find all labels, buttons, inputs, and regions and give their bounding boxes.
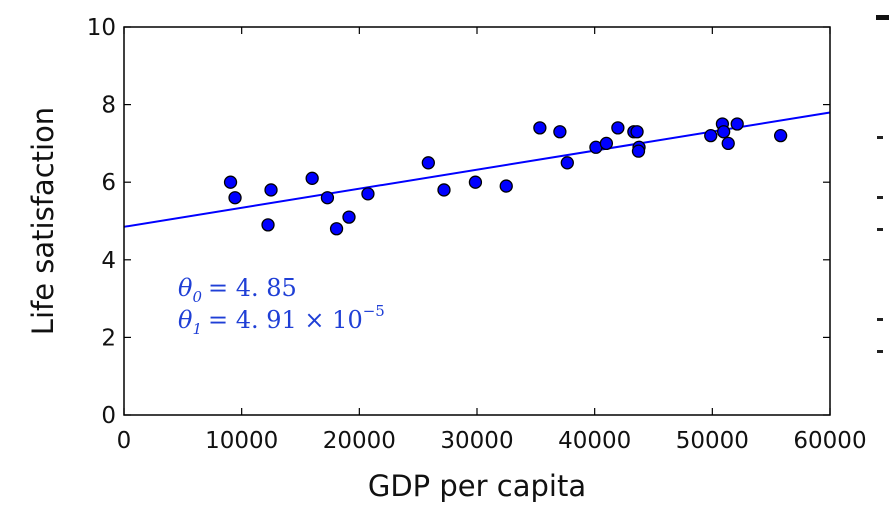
x-tick-label: 30000 [440,428,513,454]
plot-frame [123,26,831,416]
plot-area [124,27,830,415]
theta0-annotation: θ0 = 4. 85 [178,274,297,306]
data-point [721,136,735,151]
data-point [437,183,451,197]
data-point [533,121,547,135]
y-tick-label: 0 [101,403,116,429]
data-point [421,156,435,170]
clipped-panel-tick-1 [877,136,883,139]
data-point [717,125,731,139]
data-point [305,171,319,185]
x-tick-label: 0 [117,428,132,454]
data-point [630,125,644,139]
data-point [264,183,278,197]
x-tick-label: 50000 [676,428,749,454]
clipped-panel-tick-2 [877,196,883,199]
y-tick-label: 2 [101,325,116,351]
y-axis-label: Life satisfaction [26,107,60,335]
y-tick-label: 4 [101,248,116,274]
y-tick-label: 6 [101,170,116,196]
data-point [228,191,242,205]
data-point [499,179,513,193]
data-point [631,144,646,158]
y-tick-label: 10 [87,15,116,41]
clipped-panel-tick-3 [877,228,883,231]
x-tick-label: 10000 [205,428,278,454]
points-layer [223,117,788,236]
theta1-annotation: θ1 = 4. 91 × 10−5 [178,302,385,338]
theta0-symbol: θ [178,274,193,302]
clipped-neighbor-panel [876,15,889,353]
theta0-value: = 4. 85 [208,274,297,302]
x-tick-label: 40000 [558,428,631,454]
data-point [611,121,625,135]
theta1-subscript: 1 [192,320,202,338]
theta1-exponent: −5 [363,302,385,320]
data-point [773,128,788,143]
x-tick-label: 20000 [323,428,396,454]
theta1-symbol: θ [178,306,193,334]
svg-text:θ1= 4. 91 × 10−5: θ1 = 4. 91 × 10−5 [178,302,385,338]
data-point [704,128,718,143]
x-tick-label: 60000 [793,428,866,454]
data-point [320,191,335,205]
theta1-value: = 4. 91 × 10 [208,306,363,334]
data-point [329,222,344,236]
data-point [361,187,375,201]
clipped-panel-tick-5 [877,350,883,353]
data-point [599,136,614,151]
theta0-subscript: 0 [192,288,202,306]
y-tick-label: 8 [101,93,116,119]
data-point [730,117,744,131]
data-point [223,175,238,189]
x-axis-label: GDP per capita [368,469,586,503]
clipped-panel-edge [876,15,889,20]
data-point [553,125,567,139]
clipped-panel-tick-4 [877,318,883,321]
data-point [342,210,356,224]
svg-text:θ0= 4. 85: θ0 = 4. 85 [178,274,297,306]
data-point [261,218,275,232]
data-point [468,175,483,189]
data-point [560,156,574,170]
